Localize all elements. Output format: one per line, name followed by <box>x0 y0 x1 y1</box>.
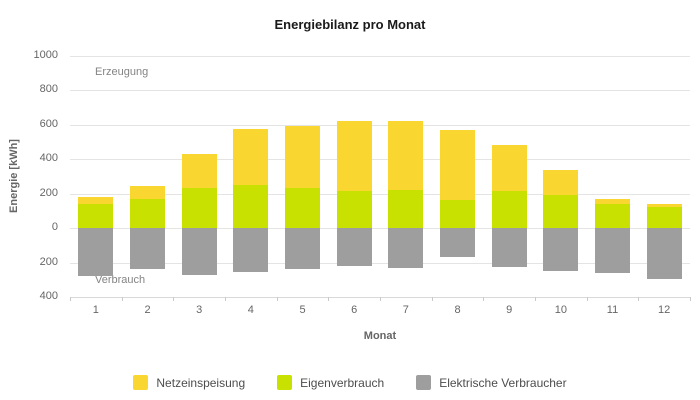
annotation-verbrauch: Verbrauch <box>95 274 146 286</box>
legend-label: Netzeinspeisung <box>156 375 246 390</box>
x-axis-tick <box>380 297 381 301</box>
bar-elektrische-verbraucher-month-11[interactable] <box>595 228 630 273</box>
x-tick-label-1: 1 <box>92 304 99 316</box>
bar-elektrische-verbraucher-month-9[interactable] <box>492 228 527 267</box>
bar-elektrische-verbraucher-month-4[interactable] <box>233 228 268 273</box>
bar-netzeinspeisung-month-1[interactable] <box>78 197 113 205</box>
y-tick-label-200: 200 <box>39 186 58 199</box>
bar-elektrische-verbraucher-month-5[interactable] <box>285 228 320 269</box>
y-tick-label--400: 400 <box>39 290 58 302</box>
y-tick-label-800: 800 <box>39 83 58 96</box>
bar-netzeinspeisung-month-7[interactable] <box>388 121 423 191</box>
bar-eigenverbrauch-month-3[interactable] <box>182 187 217 229</box>
y-tick-label-1000: 1000 <box>33 49 58 61</box>
bar-eigenverbrauch-month-6[interactable] <box>337 191 372 229</box>
bar-netzeinspeisung-month-8[interactable] <box>440 130 475 200</box>
y-tick-label-400: 400 <box>39 152 58 165</box>
bar-eigenverbrauch-month-8[interactable] <box>440 199 475 229</box>
x-axis-tick <box>535 297 536 301</box>
gridline-200 <box>70 194 690 195</box>
legend-item-elektrische-verbraucher[interactable]: Elektrische Verbraucher <box>416 375 567 390</box>
y-axis-title: Energie [kWh] <box>8 139 20 213</box>
bar-elektrische-verbraucher-month-6[interactable] <box>337 228 372 266</box>
legend-swatch-icon <box>133 375 149 390</box>
x-axis-tick <box>277 297 278 301</box>
gridline-400 <box>70 159 690 160</box>
bar-netzeinspeisung-month-3[interactable] <box>182 154 217 188</box>
bar-elektrische-verbraucher-month-1[interactable] <box>78 228 113 277</box>
bar-netzeinspeisung-month-4[interactable] <box>233 129 268 186</box>
legend-swatch-icon <box>416 375 432 390</box>
x-tick-label-4: 4 <box>247 304 254 316</box>
y-tick-label-600: 600 <box>39 117 58 130</box>
bar-netzeinspeisung-month-2[interactable] <box>130 185 165 199</box>
gridline-1000 <box>70 56 690 57</box>
legend-label: Eigenverbrauch <box>300 375 385 390</box>
gridline--200 <box>70 263 690 264</box>
bar-elektrische-verbraucher-month-8[interactable] <box>440 228 475 258</box>
bar-elektrische-verbraucher-month-3[interactable] <box>182 228 217 275</box>
chart-title: Energiebilanz pro Monat <box>274 17 426 32</box>
x-tick-label-2: 2 <box>144 304 151 316</box>
x-axis-title: Monat <box>363 330 397 342</box>
bar-eigenverbrauch-month-11[interactable] <box>595 204 630 229</box>
bar-elektrische-verbraucher-month-10[interactable] <box>543 228 578 272</box>
x-axis-tick <box>587 297 588 301</box>
bar-netzeinspeisung-month-5[interactable] <box>285 125 320 188</box>
legend-item-netzeinspeisung[interactable]: Netzeinspeisung <box>133 375 245 390</box>
bar-elektrische-verbraucher-month-12[interactable] <box>647 228 682 279</box>
x-axis-tick <box>70 297 71 301</box>
gridline-600 <box>70 125 690 126</box>
x-tick-label-12: 12 <box>658 304 671 316</box>
bar-eigenverbrauch-month-5[interactable] <box>285 187 320 229</box>
bar-eigenverbrauch-month-10[interactable] <box>543 195 578 229</box>
legend: Netzeinspeisung Eigenverbrauch Elektrische… <box>0 375 700 390</box>
bar-elektrische-verbraucher-month-2[interactable] <box>130 228 165 269</box>
bar-netzeinspeisung-month-6[interactable] <box>337 120 372 192</box>
x-tick-label-3: 3 <box>196 304 203 316</box>
x-axis-tick <box>432 297 433 301</box>
bar-netzeinspeisung-month-9[interactable] <box>492 144 527 192</box>
x-axis-tick <box>122 297 123 301</box>
y-tick-label--200: 200 <box>39 255 58 268</box>
gridline-800 <box>70 90 690 91</box>
x-axis-tick <box>690 297 691 301</box>
x-tick-label-11: 11 <box>606 304 619 316</box>
x-tick-label-9: 9 <box>506 304 513 316</box>
bar-eigenverbrauch-month-9[interactable] <box>492 191 527 229</box>
bar-eigenverbrauch-month-1[interactable] <box>78 204 113 229</box>
x-axis-tick <box>225 297 226 301</box>
legend-label: Elektrische Verbraucher <box>439 375 567 390</box>
legend-swatch-icon <box>277 375 293 390</box>
bar-eigenverbrauch-month-2[interactable] <box>130 198 165 229</box>
x-axis-tick <box>483 297 484 301</box>
x-axis-tick <box>638 297 639 301</box>
bar-elektrische-verbraucher-month-7[interactable] <box>388 228 423 268</box>
annotation-erzeugung: Erzeugung <box>95 66 149 78</box>
x-tick-label-7: 7 <box>402 304 409 316</box>
y-tick-label-0: 0 <box>51 221 58 234</box>
x-axis-tick <box>328 297 329 301</box>
x-tick-label-8: 8 <box>454 304 461 316</box>
bar-netzeinspeisung-month-10[interactable] <box>543 170 578 196</box>
bar-eigenverbrauch-month-12[interactable] <box>647 207 682 229</box>
bar-netzeinspeisung-month-12[interactable] <box>647 204 682 208</box>
x-tick-label-5: 5 <box>299 304 306 316</box>
gridline-0 <box>70 228 690 229</box>
bar-netzeinspeisung-month-11[interactable] <box>595 198 630 205</box>
plot-area: Erzeugung Verbrauch 1 2 3 4 5 6 7 8 9 10 11 12 <box>70 56 691 316</box>
legend-item-eigenverbrauch[interactable]: Eigenverbrauch <box>277 375 384 390</box>
x-axis-tick <box>173 297 174 301</box>
bar-eigenverbrauch-month-7[interactable] <box>388 190 423 229</box>
x-tick-label-10: 10 <box>554 304 567 316</box>
bar-eigenverbrauch-month-4[interactable] <box>233 185 268 229</box>
x-tick-label-6: 6 <box>351 304 358 316</box>
